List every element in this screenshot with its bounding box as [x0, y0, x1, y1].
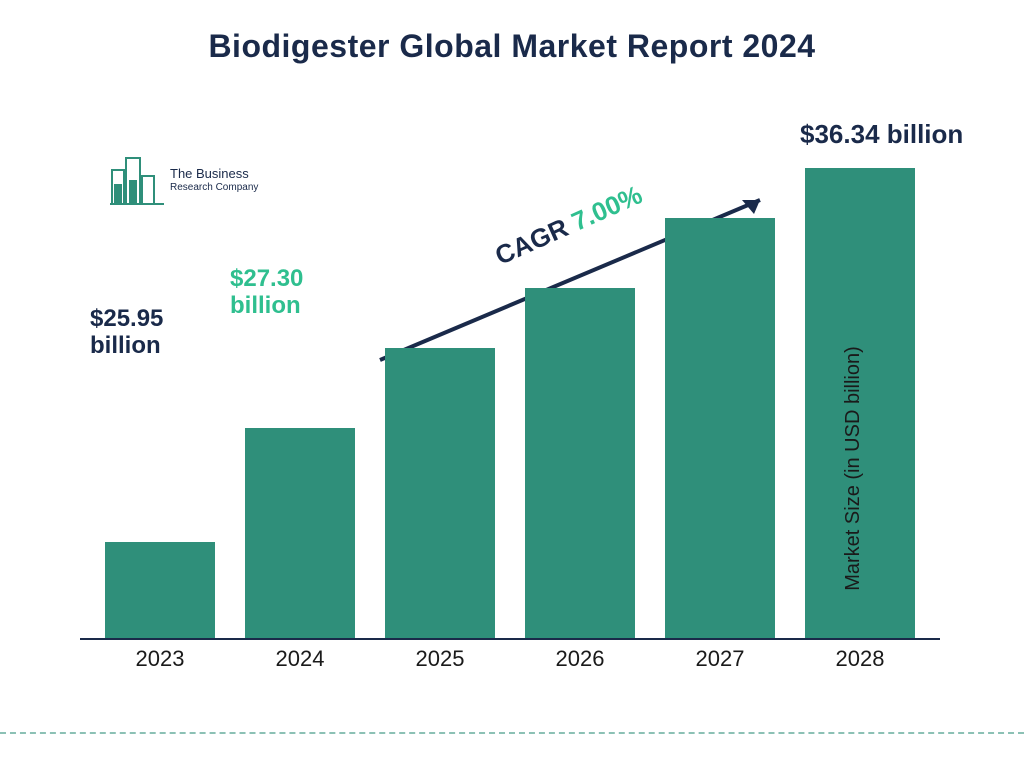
bar	[105, 542, 215, 638]
page-title: Biodigester Global Market Report 2024	[0, 0, 1024, 65]
xlabel: 2028	[836, 646, 885, 672]
xlabel: 2024	[276, 646, 325, 672]
bar-2025: 2025	[380, 348, 500, 638]
divider	[0, 732, 1024, 734]
bar-2023: 2023	[100, 542, 220, 638]
bar-2024: 2024	[240, 428, 360, 638]
xlabel: 2027	[696, 646, 745, 672]
bar	[665, 218, 775, 638]
xlabel: 2025	[416, 646, 465, 672]
bar-2026: 2026	[520, 288, 640, 638]
bar	[525, 288, 635, 638]
bars-container: 2023 2024 2025 2026 2027 2028	[80, 158, 940, 638]
bar-chart: $25.95 billion $27.30 billion $36.34 bil…	[80, 120, 940, 680]
callout-2028: $36.34 billion	[800, 120, 963, 150]
bar-2027: 2027	[660, 218, 780, 638]
y-axis-label: Market Size (in USD billion)	[842, 346, 865, 591]
bar	[245, 428, 355, 638]
xlabel: 2023	[136, 646, 185, 672]
x-axis	[80, 638, 940, 640]
xlabel: 2026	[556, 646, 605, 672]
bar	[385, 348, 495, 638]
